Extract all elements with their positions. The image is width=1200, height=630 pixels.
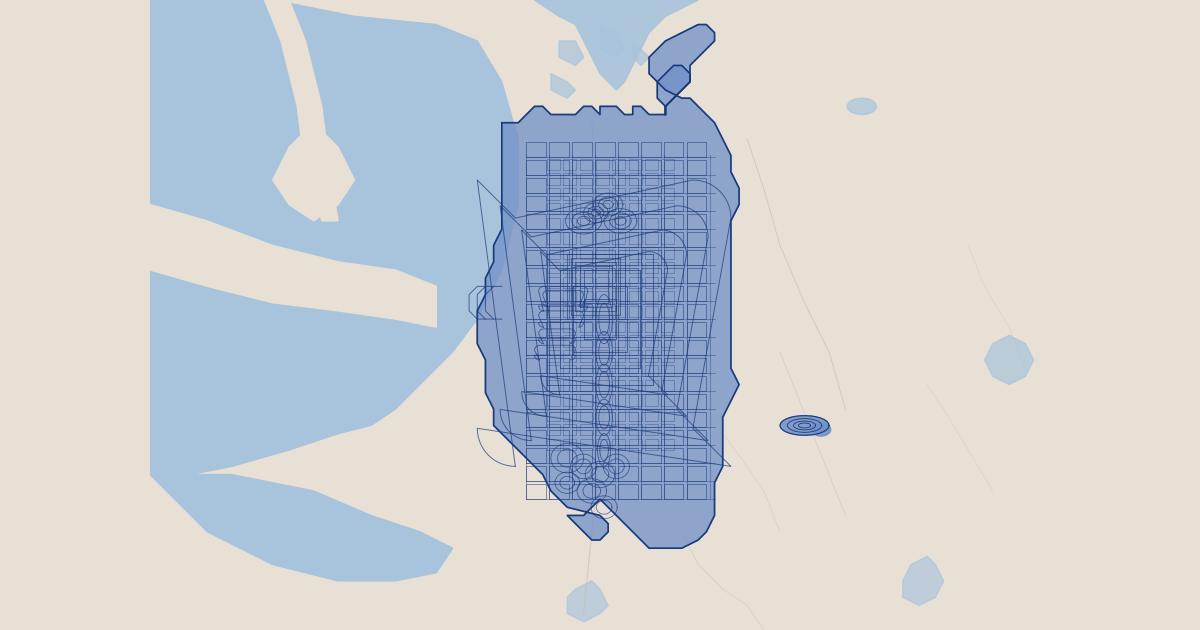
Polygon shape	[551, 74, 576, 98]
Polygon shape	[847, 98, 876, 115]
Polygon shape	[534, 0, 698, 90]
Polygon shape	[478, 66, 739, 548]
Polygon shape	[649, 25, 714, 115]
Polygon shape	[150, 205, 437, 327]
Polygon shape	[984, 335, 1033, 384]
Polygon shape	[902, 556, 943, 605]
Polygon shape	[632, 41, 649, 66]
Polygon shape	[568, 581, 608, 622]
Polygon shape	[150, 474, 452, 581]
Polygon shape	[780, 416, 829, 435]
Polygon shape	[811, 423, 830, 436]
Polygon shape	[559, 41, 583, 66]
Polygon shape	[600, 25, 624, 57]
Polygon shape	[264, 0, 338, 221]
Polygon shape	[272, 123, 354, 221]
Polygon shape	[150, 0, 518, 474]
